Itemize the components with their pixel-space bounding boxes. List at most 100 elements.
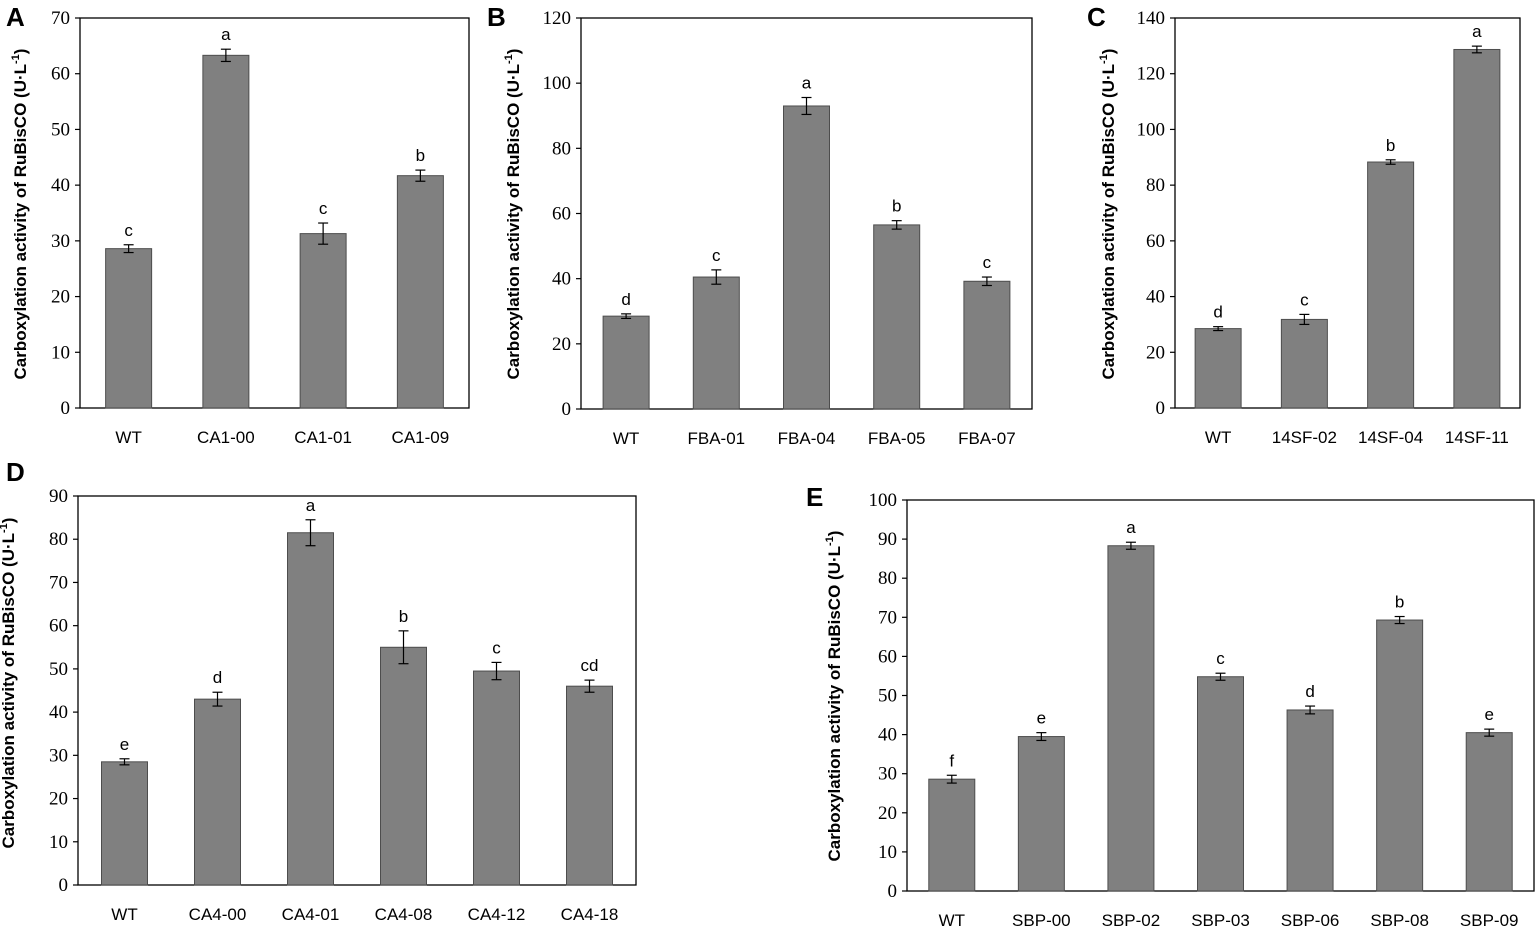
panel-b-letter: B [487, 2, 506, 32]
panel-d-category-label: CA4-18 [561, 905, 619, 924]
panel-e-ytick-label: 70 [878, 607, 897, 628]
panel-b-significance-letter: a [802, 74, 812, 93]
panel-d-ytick-label: 70 [49, 572, 68, 593]
panel-d-significance-letter: a [306, 496, 316, 515]
panel-c-ytick-label: 0 [1156, 398, 1166, 419]
panel-c-ytick-label: 60 [1146, 231, 1165, 252]
panel-b-bar [783, 105, 830, 410]
panel-b-ytick-label: 20 [552, 334, 571, 355]
panel-a-ytick-label: 40 [51, 175, 70, 196]
panel-d-category-label: CA4-01 [282, 905, 340, 924]
panel-e-letter: E [806, 482, 823, 512]
panel-e-bar [1465, 732, 1513, 892]
panel-e-ytick-label: 90 [878, 529, 897, 550]
panel-e-significance-letter: e [1037, 709, 1046, 728]
panel-a-ytick-label: 0 [61, 398, 71, 419]
panel-e-ytick-label: 80 [878, 568, 897, 589]
panel-c-ytick-label: 100 [1137, 119, 1166, 140]
panel-e: E Carboxylation activity of RuBisCO (U·L… [806, 482, 1535, 926]
panel-a-ytick-label: 20 [51, 287, 70, 308]
panel-d-letter: D [6, 457, 25, 487]
panel-e-category-label: SBP-09 [1460, 911, 1519, 926]
panel-c-category-label: WT [1205, 428, 1231, 447]
panel-e-category-label: SBP-02 [1102, 911, 1161, 926]
panel-d-bar [380, 646, 427, 886]
panel-c-significance-letter: b [1386, 136, 1395, 155]
panel-d-significance-letter: b [399, 607, 408, 626]
panel-e-bar [1197, 676, 1244, 892]
panel-b-ytick-label: 40 [552, 269, 571, 290]
panel-e-significance-letter: c [1216, 649, 1225, 668]
panel-d-ytick-label: 60 [49, 616, 68, 637]
panel-b-category-label: FBA-07 [958, 429, 1016, 448]
panel-a-bar [299, 233, 347, 409]
panel-e-ytick-label: 40 [878, 725, 897, 746]
panel-e-ytick-label: 0 [888, 881, 898, 902]
panel-d-ytick-label: 80 [49, 529, 68, 550]
panel-a-bar [396, 175, 444, 409]
panel-d-ytick-label: 90 [49, 486, 68, 507]
panel-d-bar [473, 670, 520, 886]
panel-d-category-label: CA4-00 [189, 905, 247, 924]
panel-e-bar [1286, 709, 1334, 892]
panel-d-ytick-label: 20 [49, 789, 68, 810]
panel-c-bar [1367, 161, 1415, 409]
panel-d-bar [566, 685, 613, 886]
panel-d-ytick-label: 0 [59, 875, 69, 896]
panel-a-ytick-label: 60 [51, 64, 70, 85]
panel-d-ytick-label: 40 [49, 702, 68, 723]
panel-b-significance-letter: d [621, 290, 630, 309]
panel-d-significance-letter: d [213, 668, 222, 687]
panel-a-significance-letter: b [416, 146, 425, 165]
panel-e-category-label: SBP-00 [1012, 911, 1071, 926]
panel-a-ytick-label: 50 [51, 119, 70, 140]
panel-a-category-label: WT [115, 428, 141, 447]
panel-a-ytick-label: 10 [51, 342, 70, 363]
panel-e-bar [1376, 619, 1424, 892]
panel-a-significance-letter: a [221, 25, 231, 44]
panel-c-ylabel: Carboxylation activity of RuBisCO (U·L-1… [1098, 49, 1118, 380]
panel-c-ytick-label: 140 [1137, 8, 1166, 29]
panel-c-plot: 0 20 40 60 80 100 120 140 d WT c 14SF-02 b 14SF-04 a 14… [1137, 8, 1521, 447]
panel-c-letter: C [1087, 2, 1106, 32]
panel-e-plot: 0 10 20 30 40 50 60 70 80 90 100 f WT e SBP-00 a SBP-02 c… [869, 490, 1535, 926]
panel-e-ytick-label: 20 [878, 803, 897, 824]
panel-e-ytick-label: 50 [878, 686, 897, 707]
panel-b-plot: 0 20 40 60 80 100 120 d WT c FBA-01 a FBA-04 b FBA-05 c… [543, 8, 1033, 448]
panel-e-category-label: SBP-08 [1370, 911, 1429, 926]
panel-d-ylabel: Carboxylation activity of RuBisCO (U·L-1… [0, 518, 18, 849]
panel-b-ylabel: Carboxylation activity of RuBisCO (U·L-1… [503, 49, 523, 380]
panel-d-frame [77, 495, 637, 886]
panel-c-significance-letter: c [1300, 290, 1309, 309]
panel-a-bar [202, 54, 250, 409]
panel-c-category-label: 14SF-02 [1272, 428, 1337, 447]
panel-d-category-label: CA4-08 [375, 905, 433, 924]
panel-b-ytick-label: 80 [552, 138, 571, 159]
panel-a-bar [105, 248, 153, 409]
panel-e-significance-letter: a [1126, 518, 1136, 537]
panel-e-category-label: WT [939, 911, 965, 926]
panel-e-significance-letter: f [949, 751, 954, 770]
panel-e-bar [1107, 545, 1155, 892]
panel-e-category-label: SBP-03 [1191, 911, 1250, 926]
panel-d-ytick-label: 50 [49, 659, 68, 680]
panel-a-ytick-label: 70 [51, 8, 70, 29]
panel-c-significance-letter: a [1472, 22, 1482, 41]
panel-a-letter: A [6, 2, 25, 32]
panel-b-bar [692, 276, 740, 410]
panel-d-bar [287, 532, 334, 886]
panel-c-bar [1280, 318, 1328, 409]
panel-d: D Carboxylation activity of RuBisCO (U·L… [0, 457, 637, 924]
panel-b-significance-letter: c [712, 246, 721, 265]
panel-a-category-label: CA1-09 [392, 428, 450, 447]
panel-e-ytick-label: 10 [878, 842, 897, 863]
panel-c-category-label: 14SF-11 [1445, 428, 1509, 447]
panel-b-ytick-label: 60 [552, 204, 571, 225]
panel-e-significance-letter: e [1484, 705, 1493, 724]
panel-b: B Carboxylation activity of RuBisCO (U·L… [487, 2, 1033, 448]
panel-b-bar [963, 280, 1011, 410]
panel-a-ytick-label: 30 [51, 231, 70, 252]
panel-b-category-label: WT [613, 429, 639, 448]
panel-e-category-label: SBP-06 [1281, 911, 1340, 926]
